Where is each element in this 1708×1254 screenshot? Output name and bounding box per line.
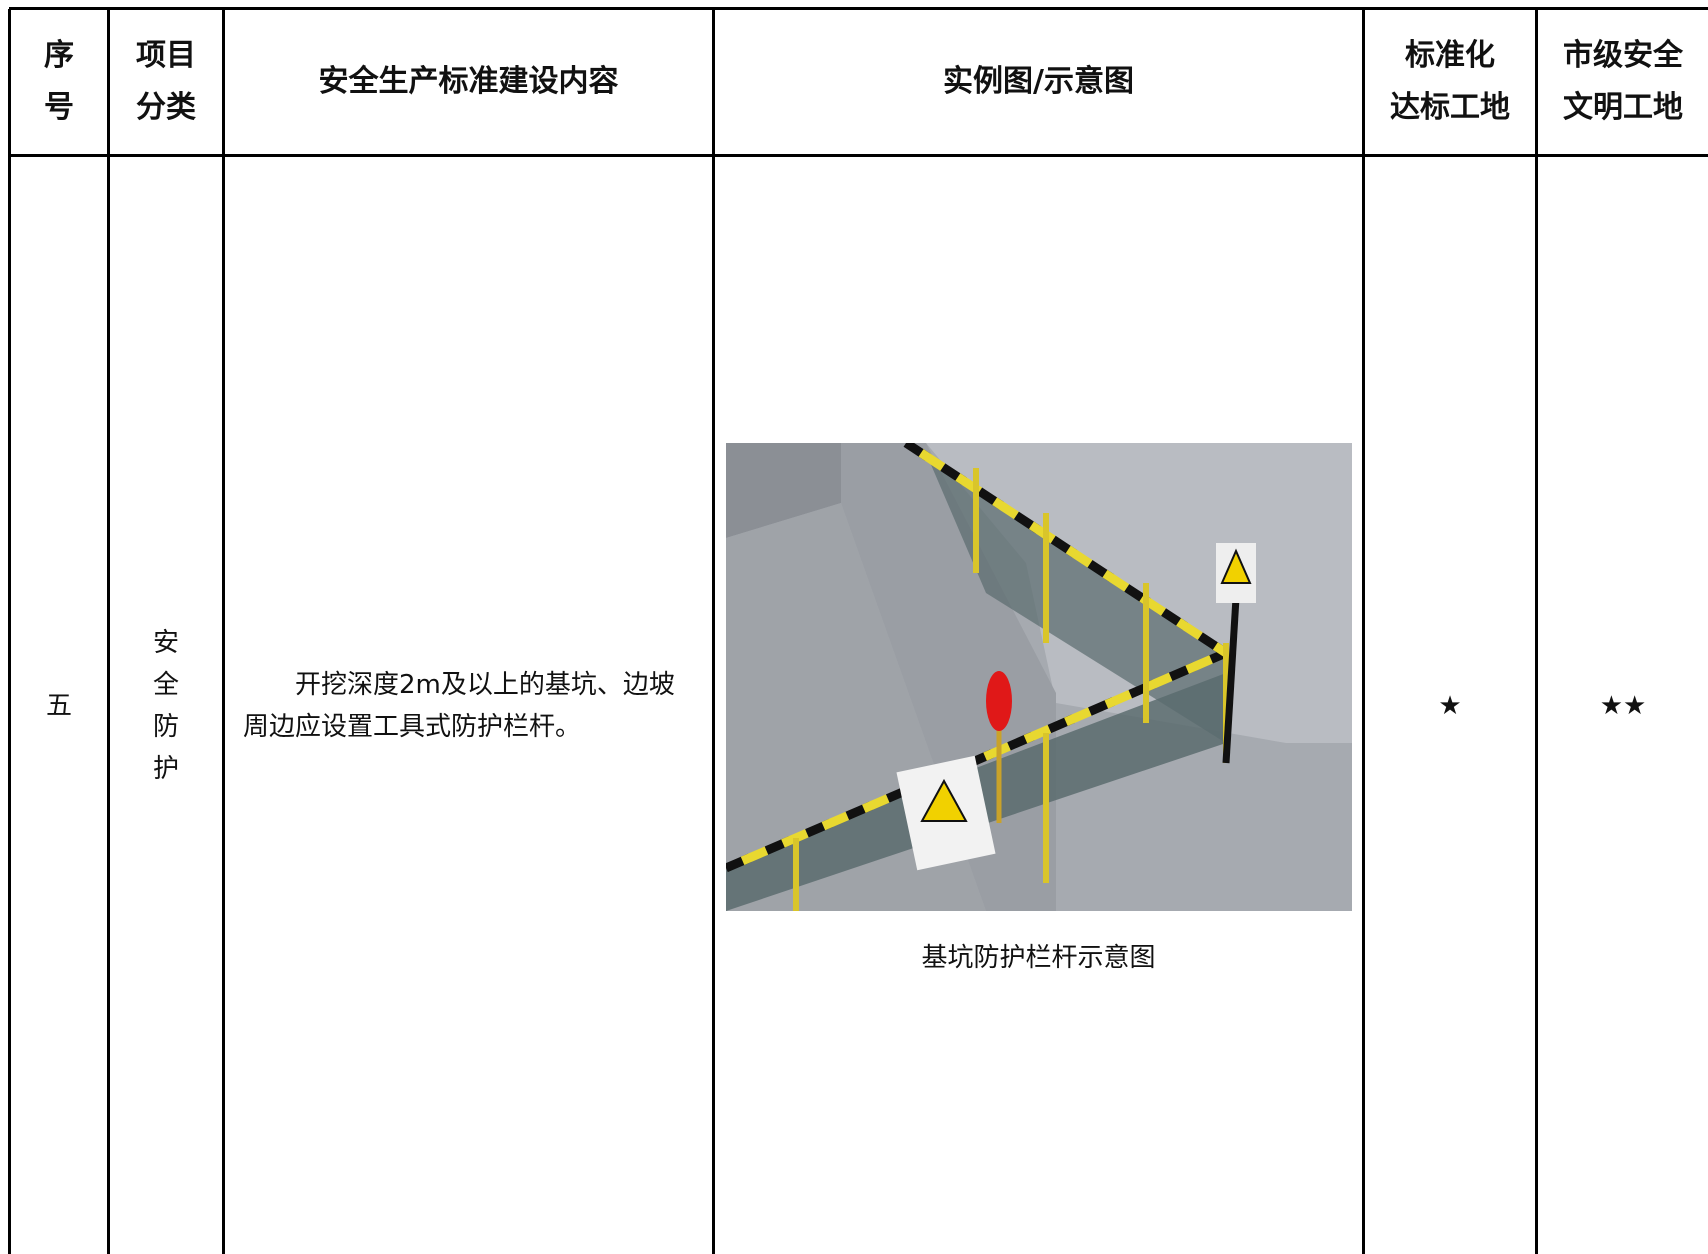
border (8, 9, 11, 1254)
illustration (725, 442, 1352, 911)
category-text: 安 (152, 627, 179, 658)
border (1535, 9, 1538, 1254)
figure-caption: 基坑防护栏杆示意图 (921, 942, 1156, 973)
header-text: 标准化 (1405, 38, 1495, 73)
border (9, 154, 1708, 157)
header-cell: 实例图/示意图 (715, 10, 1362, 154)
header-cell: 项目 分类 (110, 10, 222, 154)
header-cell: 标准化 达标工地 (1365, 10, 1535, 154)
header-cell: 安全生产标准建设内容 (225, 10, 712, 154)
header-text: 项目 (136, 38, 196, 73)
header-text: 安全生产标准建设内容 (318, 64, 619, 99)
cell: ★ (1365, 157, 1535, 1254)
header-text: 达标工地 (1390, 90, 1510, 125)
header-text: 文明工地 (1563, 90, 1683, 125)
border (222, 9, 225, 1254)
header-cell: 序 号 (11, 10, 107, 154)
header-text: 市级安全 (1563, 38, 1683, 73)
header-cell: 市级安全 文明工地 (1538, 10, 1708, 154)
header-text: 实例图/示意图 (943, 64, 1134, 99)
row-number: 五 (45, 690, 72, 721)
border (107, 9, 110, 1254)
header-text: 序 (44, 38, 74, 73)
border (1362, 9, 1365, 1254)
cell: 五 (11, 157, 107, 1254)
border (9, 7, 1708, 10)
cell: 基坑防护栏杆示意图 (715, 157, 1362, 1254)
cell: ★★ (1538, 157, 1708, 1254)
header-text: 分类 (136, 90, 196, 125)
header-text: 号 (44, 90, 74, 125)
cell: 开挖深度2m及以上的基坑、边坡周边应设置工具式防护栏杆。 (225, 157, 712, 1254)
content-text: 开挖深度2m及以上的基坑、边坡周边应设置工具式防护栏杆。 (243, 669, 675, 742)
category-text: 护 (152, 753, 179, 784)
border (712, 9, 715, 1254)
rating: ★ (1438, 690, 1462, 721)
category-text: 防 (152, 711, 179, 742)
rating: ★★ (1599, 690, 1647, 721)
category-text: 全 (152, 669, 179, 700)
cell: 安 全 防 护 (110, 157, 222, 1254)
